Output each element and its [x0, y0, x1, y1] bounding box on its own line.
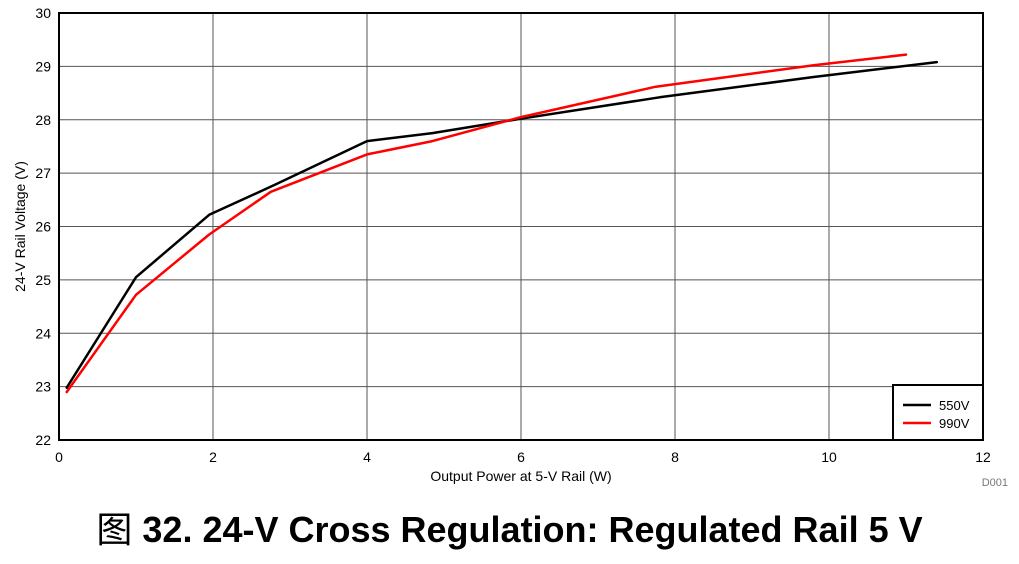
legend: 550V 990V: [892, 384, 984, 441]
figure-id: D001: [982, 477, 1008, 489]
x-axis-label: Output Power at 5-V Rail (W): [430, 468, 611, 484]
y-tick-label: 22: [35, 432, 51, 448]
x-tick-label: 4: [363, 449, 371, 465]
y-tick-label: 27: [35, 165, 51, 181]
series-line-990v: [65, 53, 908, 394]
y-tick-label: 25: [35, 272, 51, 288]
x-tick-label: 6: [517, 449, 525, 465]
x-tick-label: 12: [975, 449, 991, 465]
series-lines: [65, 53, 939, 394]
legend-box: [892, 384, 984, 441]
y-tick-label: 23: [35, 379, 51, 395]
y-tick-label: 26: [35, 219, 51, 235]
x-tick-labels: 0 2 4 6 8 10 12: [55, 449, 991, 465]
grid-lines: [58, 12, 984, 441]
x-tick-label: 0: [55, 449, 63, 465]
y-tick-labels: 22 23 24 25 26 27 28 29 30: [35, 5, 51, 448]
x-tick-label: 10: [821, 449, 837, 465]
x-tick-label: 2: [209, 449, 217, 465]
y-tick-label: 29: [35, 58, 51, 74]
plot-frame: [58, 12, 984, 441]
y-tick-label: 28: [35, 112, 51, 128]
caption-prefix: 图: [96, 510, 133, 551]
y-axis-label: 24-V Rail Voltage (V): [12, 161, 28, 292]
y-tick-label: 30: [35, 5, 51, 21]
legend-label: 990V: [939, 416, 970, 431]
caption-text: 32. 24-V Cross Regulation: Regulated Rai…: [142, 509, 923, 550]
y-tick-label: 24: [35, 325, 51, 341]
x-tick-label: 8: [671, 449, 679, 465]
series-line-550v: [65, 60, 939, 389]
legend-label: 550V: [939, 398, 970, 413]
figure-caption: 图 32. 24-V Cross Regulation: Regulated R…: [0, 510, 1019, 551]
